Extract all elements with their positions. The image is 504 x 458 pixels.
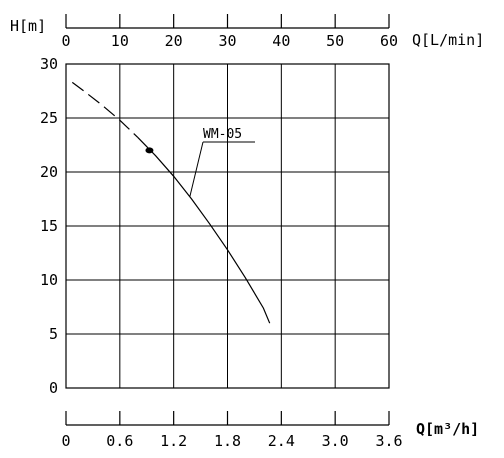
series-line-solid bbox=[137, 136, 271, 324]
top-tick-label: 20 bbox=[165, 32, 183, 50]
y-tick-label: 30 bbox=[40, 55, 58, 73]
top-tick-label: 50 bbox=[326, 32, 344, 50]
y-axis-label: H[m] bbox=[10, 17, 46, 35]
top-x-axis-label: Q[L/min] bbox=[412, 31, 484, 49]
y-tick-label: 0 bbox=[49, 379, 58, 397]
bottom-tick-label: 2.4 bbox=[268, 432, 295, 450]
series-layer: WM-05 bbox=[71, 81, 271, 324]
y-tick-label: 5 bbox=[49, 325, 58, 343]
top-tick-label: 10 bbox=[111, 32, 129, 50]
top-tick-label: 30 bbox=[218, 32, 236, 50]
y-tick-label: 20 bbox=[40, 163, 58, 181]
y-tick-label: 25 bbox=[40, 109, 58, 127]
y-axis-ticks: 0 5 10 15 20 25 30 bbox=[40, 55, 58, 397]
top-x-axis: 0 10 20 30 40 50 60 bbox=[61, 14, 398, 50]
bottom-tick-label: 0 bbox=[61, 432, 70, 450]
top-tick-label: 0 bbox=[61, 32, 70, 50]
series-label: WM-05 bbox=[203, 127, 242, 142]
bottom-tick-label: 3.6 bbox=[375, 432, 402, 450]
y-tick-label: 15 bbox=[40, 217, 58, 235]
series-marker-point bbox=[145, 147, 154, 154]
bottom-tick-label: 3.0 bbox=[322, 432, 349, 450]
bottom-tick-label: 1.2 bbox=[160, 432, 187, 450]
bottom-x-axis-label: Q[m³/h] bbox=[416, 420, 479, 438]
top-tick-label: 60 bbox=[380, 32, 398, 50]
bottom-tick-label: 0.6 bbox=[106, 432, 133, 450]
plot-frame bbox=[65, 63, 390, 389]
bottom-tick-label: 1.8 bbox=[214, 432, 241, 450]
series-line-dashed bbox=[71, 81, 139, 138]
top-tick-label: 40 bbox=[272, 32, 290, 50]
bottom-x-axis: 0 0.6 1.2 1.8 2.4 3.0 3.6 bbox=[61, 411, 403, 450]
series-label-leader bbox=[189, 141, 204, 197]
y-tick-label: 10 bbox=[40, 271, 58, 289]
grid-lines bbox=[66, 64, 389, 388]
